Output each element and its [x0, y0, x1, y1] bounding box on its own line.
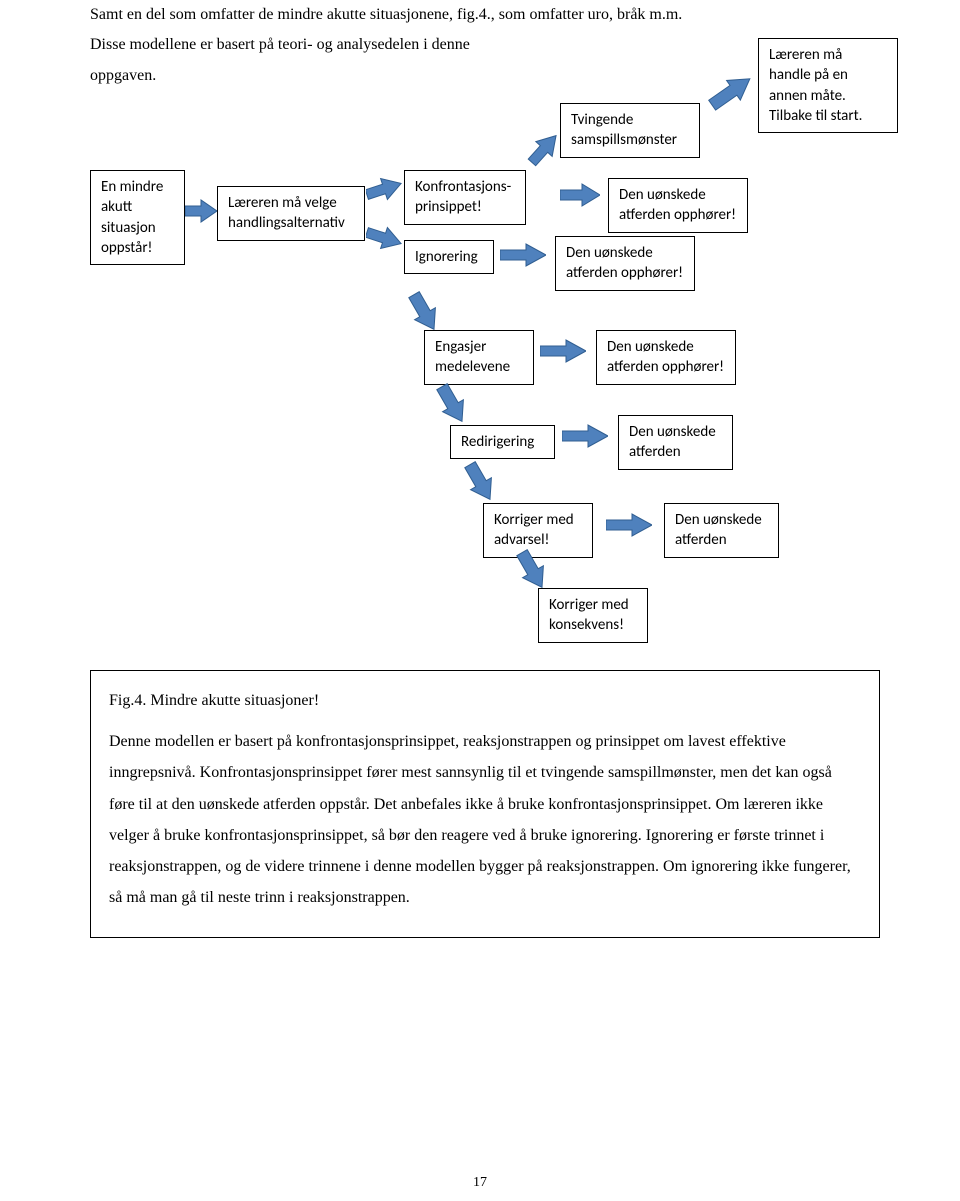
node-choose: Læreren må velge handlingsalternativ [217, 186, 365, 241]
arrow-icon [500, 242, 546, 268]
node-ignorering: Ignorering [404, 240, 494, 274]
arrow-icon [460, 460, 500, 504]
node-opphorer-1: Den uønskede atferden opphører! [608, 178, 748, 233]
figure-caption-body: Denne modellen er basert på konfrontasjo… [109, 726, 861, 913]
node-konfrontasjon: Konfrontasjons-prinsippet! [404, 170, 526, 225]
arrow-icon [366, 176, 402, 202]
arrow-icon [512, 548, 552, 592]
node-engasjer: Engasjer medelevene [424, 330, 534, 385]
page-number: 17 [0, 1175, 960, 1191]
node-opphorer-2: Den uønskede atferden opphører! [555, 236, 695, 291]
node-start: En mindre akutt situasjon oppstår! [90, 170, 185, 265]
node-opphorer-3: Den uønskede atferden opphører! [596, 330, 736, 385]
arrow-icon [560, 182, 600, 208]
arrow-icon [562, 423, 608, 449]
arrow-icon [366, 225, 402, 251]
arrow-icon [708, 72, 754, 112]
intro-line-1: Samt en del som omfatter de mindre akutt… [90, 0, 870, 30]
figure-caption-title: Fig.4. Mindre akutte situasjoner! [109, 685, 861, 716]
node-handle: Læreren må handle på en annen måte. Tilb… [758, 38, 898, 133]
node-korriger-konsekvens: Korriger med konsekvens! [538, 588, 648, 643]
node-atferden-2: Den uønskede atferden [664, 503, 779, 558]
arrow-icon [540, 338, 586, 364]
node-redirigering: Redirigering [450, 425, 555, 459]
figure-caption-box: Fig.4. Mindre akutte situasjoner! Denne … [90, 670, 880, 938]
node-atferden-1: Den uønskede atferden [618, 415, 733, 470]
arrow-icon [404, 290, 444, 334]
arrow-icon [185, 198, 217, 224]
intro-line-2: Disse modellene er basert på teori- og a… [90, 30, 870, 60]
node-tvingende: Tvingende samspillsmønster [560, 103, 700, 158]
page: Samt en del som omfatter de mindre akutt… [0, 0, 960, 1201]
arrow-icon [432, 382, 472, 426]
arrow-icon [526, 130, 562, 168]
arrow-icon [606, 512, 652, 538]
